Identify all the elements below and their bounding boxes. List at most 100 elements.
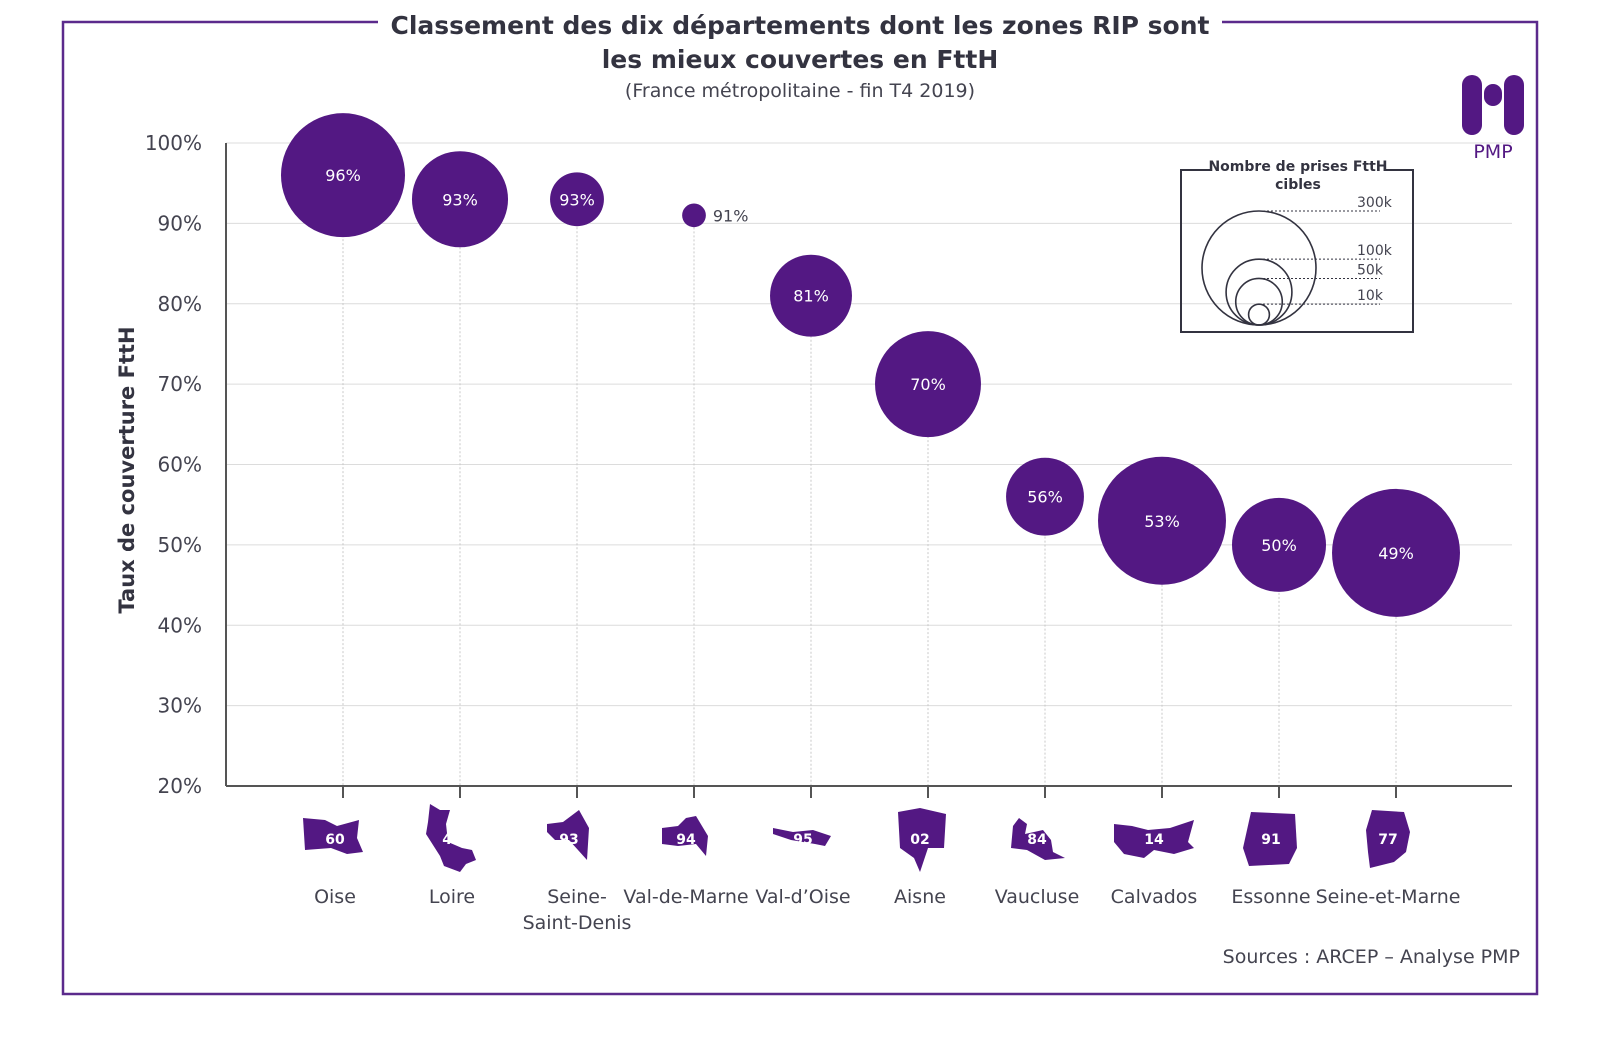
bubble-02 — [875, 331, 981, 438]
department-map-icon — [1011, 818, 1065, 860]
x-category-label: Vaucluse — [995, 886, 1080, 908]
department-shape-77: 77 — [1366, 810, 1410, 868]
department-shape-84: 84 — [1011, 818, 1065, 860]
legend-title-line1: Nombre de prises FttH — [1208, 159, 1387, 175]
bubble-77 — [1332, 488, 1460, 617]
axes — [225, 143, 1512, 798]
logo-dot — [1484, 84, 1502, 106]
department-code: 42 — [442, 832, 461, 848]
department-shape-91: 91 — [1243, 812, 1297, 866]
x-category-label: Oise — [314, 886, 356, 908]
y-tick-label: 20% — [158, 774, 202, 798]
y-tick-label: 40% — [158, 613, 202, 637]
y-axis-label: Taux de couverture FttH — [115, 326, 139, 613]
x-category-label: Val-d’Oise — [755, 886, 850, 908]
legend-title-line2: cibles — [1275, 177, 1321, 193]
x-category-label: Aisne — [894, 886, 946, 908]
logo-bar-right — [1504, 75, 1524, 135]
legend-size-label: 10k — [1357, 288, 1384, 304]
x-axis-categories: 60 Oise 42 Loire 93 Seine- Saint-Denis 94 Val-de… — [303, 804, 1460, 934]
bubble-label: 93% — [442, 190, 478, 209]
y-tick-label: 50% — [158, 533, 202, 557]
pmp-logo: PMP — [1462, 75, 1524, 163]
y-tick-label: 80% — [158, 292, 202, 316]
department-code: 84 — [1027, 832, 1047, 848]
bubble-label: 56% — [1027, 488, 1063, 507]
department-shape-94: 94 — [662, 816, 708, 856]
department-map-icon — [303, 818, 363, 854]
logo-bar-left — [1462, 75, 1482, 135]
department-shape-93: 93 — [547, 810, 589, 860]
bubble-95 — [770, 254, 852, 337]
department-map-icon — [1366, 810, 1410, 868]
x-category-label: Seine- — [547, 886, 607, 908]
department-shape-02: 02 — [898, 808, 946, 872]
legend-circle — [1201, 210, 1317, 326]
y-tick-label: 90% — [158, 211, 202, 235]
bubble-42 — [411, 151, 509, 248]
department-map-icon — [773, 828, 831, 846]
frame-border — [61, 20, 1539, 996]
bubble-label: 70% — [910, 375, 946, 394]
chart-subtitle: (France métropolitaine - fin T4 2019) — [625, 80, 975, 102]
bubble-label: 49% — [1378, 544, 1414, 563]
bubble-label: 50% — [1261, 536, 1297, 555]
department-shape-14: 14 — [1114, 820, 1194, 858]
bubbles: 96% 93% 93% 91% 81% 70% 56% 53% 50% 49% — [280, 113, 1460, 617]
bubble-93 — [550, 172, 604, 227]
bubble-84 — [1006, 457, 1084, 536]
department-map-icon — [898, 808, 946, 872]
department-map-icon — [1114, 820, 1194, 858]
size-legend: Nombre de prises FttH cibles 300k 100k 50k 10… — [1180, 159, 1414, 333]
legend-circle — [1234, 277, 1284, 326]
bubble-label: 96% — [325, 166, 361, 185]
department-shape-95: 95 — [773, 828, 831, 848]
department-code: 02 — [910, 832, 929, 848]
bubble-label: 91% — [713, 206, 749, 225]
department-shape-60: 60 — [303, 818, 363, 854]
source-note: Sources : ARCEP – Analyse PMP — [1223, 946, 1520, 968]
x-category-label: Calvados — [1111, 886, 1198, 908]
department-code: 60 — [325, 832, 345, 848]
department-code: 77 — [1378, 832, 1397, 848]
legend-box — [1180, 169, 1414, 333]
department-code: 93 — [559, 832, 578, 848]
legend-size-label: 100k — [1357, 243, 1393, 259]
y-tick-label: 30% — [158, 694, 202, 718]
bubble-91 — [1231, 497, 1327, 592]
legend-circle — [1247, 303, 1271, 326]
bubble-60 — [280, 113, 406, 238]
bubble-label: 53% — [1144, 512, 1180, 531]
department-map-icon — [1243, 812, 1297, 866]
department-map-icon — [426, 804, 476, 872]
department-code: 91 — [1261, 832, 1280, 848]
legend-circle — [1225, 258, 1293, 326]
bubble-14 — [1098, 456, 1226, 585]
bubble-94 — [682, 203, 706, 228]
y-tick-label: 100% — [145, 131, 202, 155]
x-category-label: Loire — [429, 886, 475, 908]
department-shape-42: 42 — [426, 804, 476, 872]
chart-title-line2: les mieux couvertes en FttH — [602, 45, 999, 74]
legend-size-label: 50k — [1357, 262, 1384, 278]
legend-size-label: 300k — [1357, 195, 1393, 211]
y-tick-label: 60% — [158, 453, 202, 477]
x-category-label: Seine-et-Marne — [1316, 886, 1461, 908]
bubble-label: 93% — [559, 190, 595, 209]
y-axis-ticks: 20% 30% 40% 50% 60% 70% 80% 90% 100% — [145, 131, 202, 798]
x-category-label: Val-de-Marne — [623, 886, 748, 908]
department-map-icon — [662, 816, 708, 856]
department-code: 14 — [1144, 832, 1164, 848]
department-code: 95 — [793, 832, 812, 848]
gridlines — [226, 142, 1512, 786]
logo-text: PMP — [1473, 141, 1512, 163]
department-code: 94 — [676, 832, 696, 848]
bubble-label: 81% — [793, 287, 829, 306]
chart-frame — [61, 20, 1539, 996]
x-category-label: Saint-Denis — [523, 912, 632, 934]
x-category-label: Essonne — [1231, 886, 1310, 908]
chart-title-line1: Classement des dix départements dont les… — [391, 11, 1210, 40]
department-map-icon — [547, 810, 589, 860]
y-tick-label: 70% — [158, 372, 202, 396]
